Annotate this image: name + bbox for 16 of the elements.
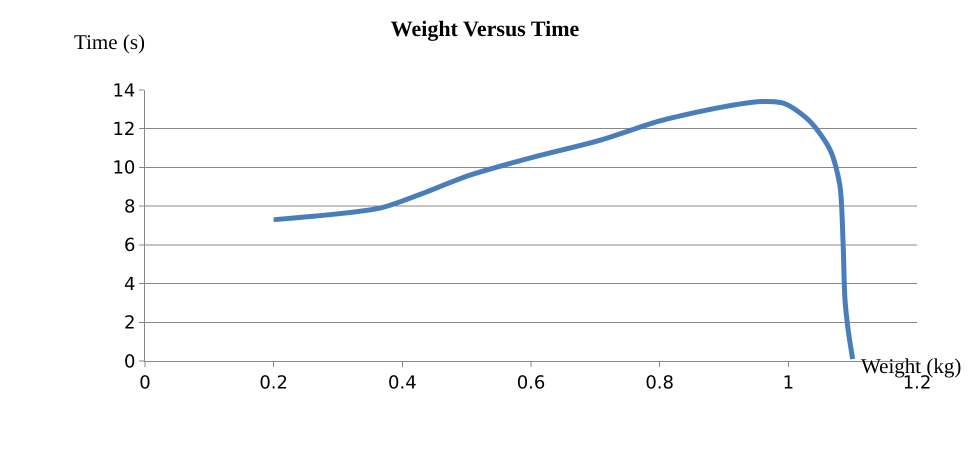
x-tick-label: 0 xyxy=(139,372,151,394)
y-tick-label: 0 xyxy=(124,351,136,372)
y-tick-label: 10 xyxy=(112,158,136,179)
y-tick-label: 4 xyxy=(124,274,136,295)
chart-title: Weight Versus Time xyxy=(390,16,580,42)
x-tick-label: 1 xyxy=(782,372,794,394)
x-tick-label: 0.6 xyxy=(516,372,546,394)
x-tick-label: 0.4 xyxy=(388,372,417,394)
y-tick-label: 14 xyxy=(112,80,136,102)
y-tick-label: 6 xyxy=(124,235,136,256)
y-axis-title: Time (s) xyxy=(74,30,145,54)
x-tick-label: 0.2 xyxy=(259,372,288,394)
y-tick-label: 2 xyxy=(124,312,136,334)
y-tick-label: 12 xyxy=(112,119,136,140)
y-tick-label: 8 xyxy=(124,196,136,218)
x-tick-label: 0.8 xyxy=(645,372,674,394)
